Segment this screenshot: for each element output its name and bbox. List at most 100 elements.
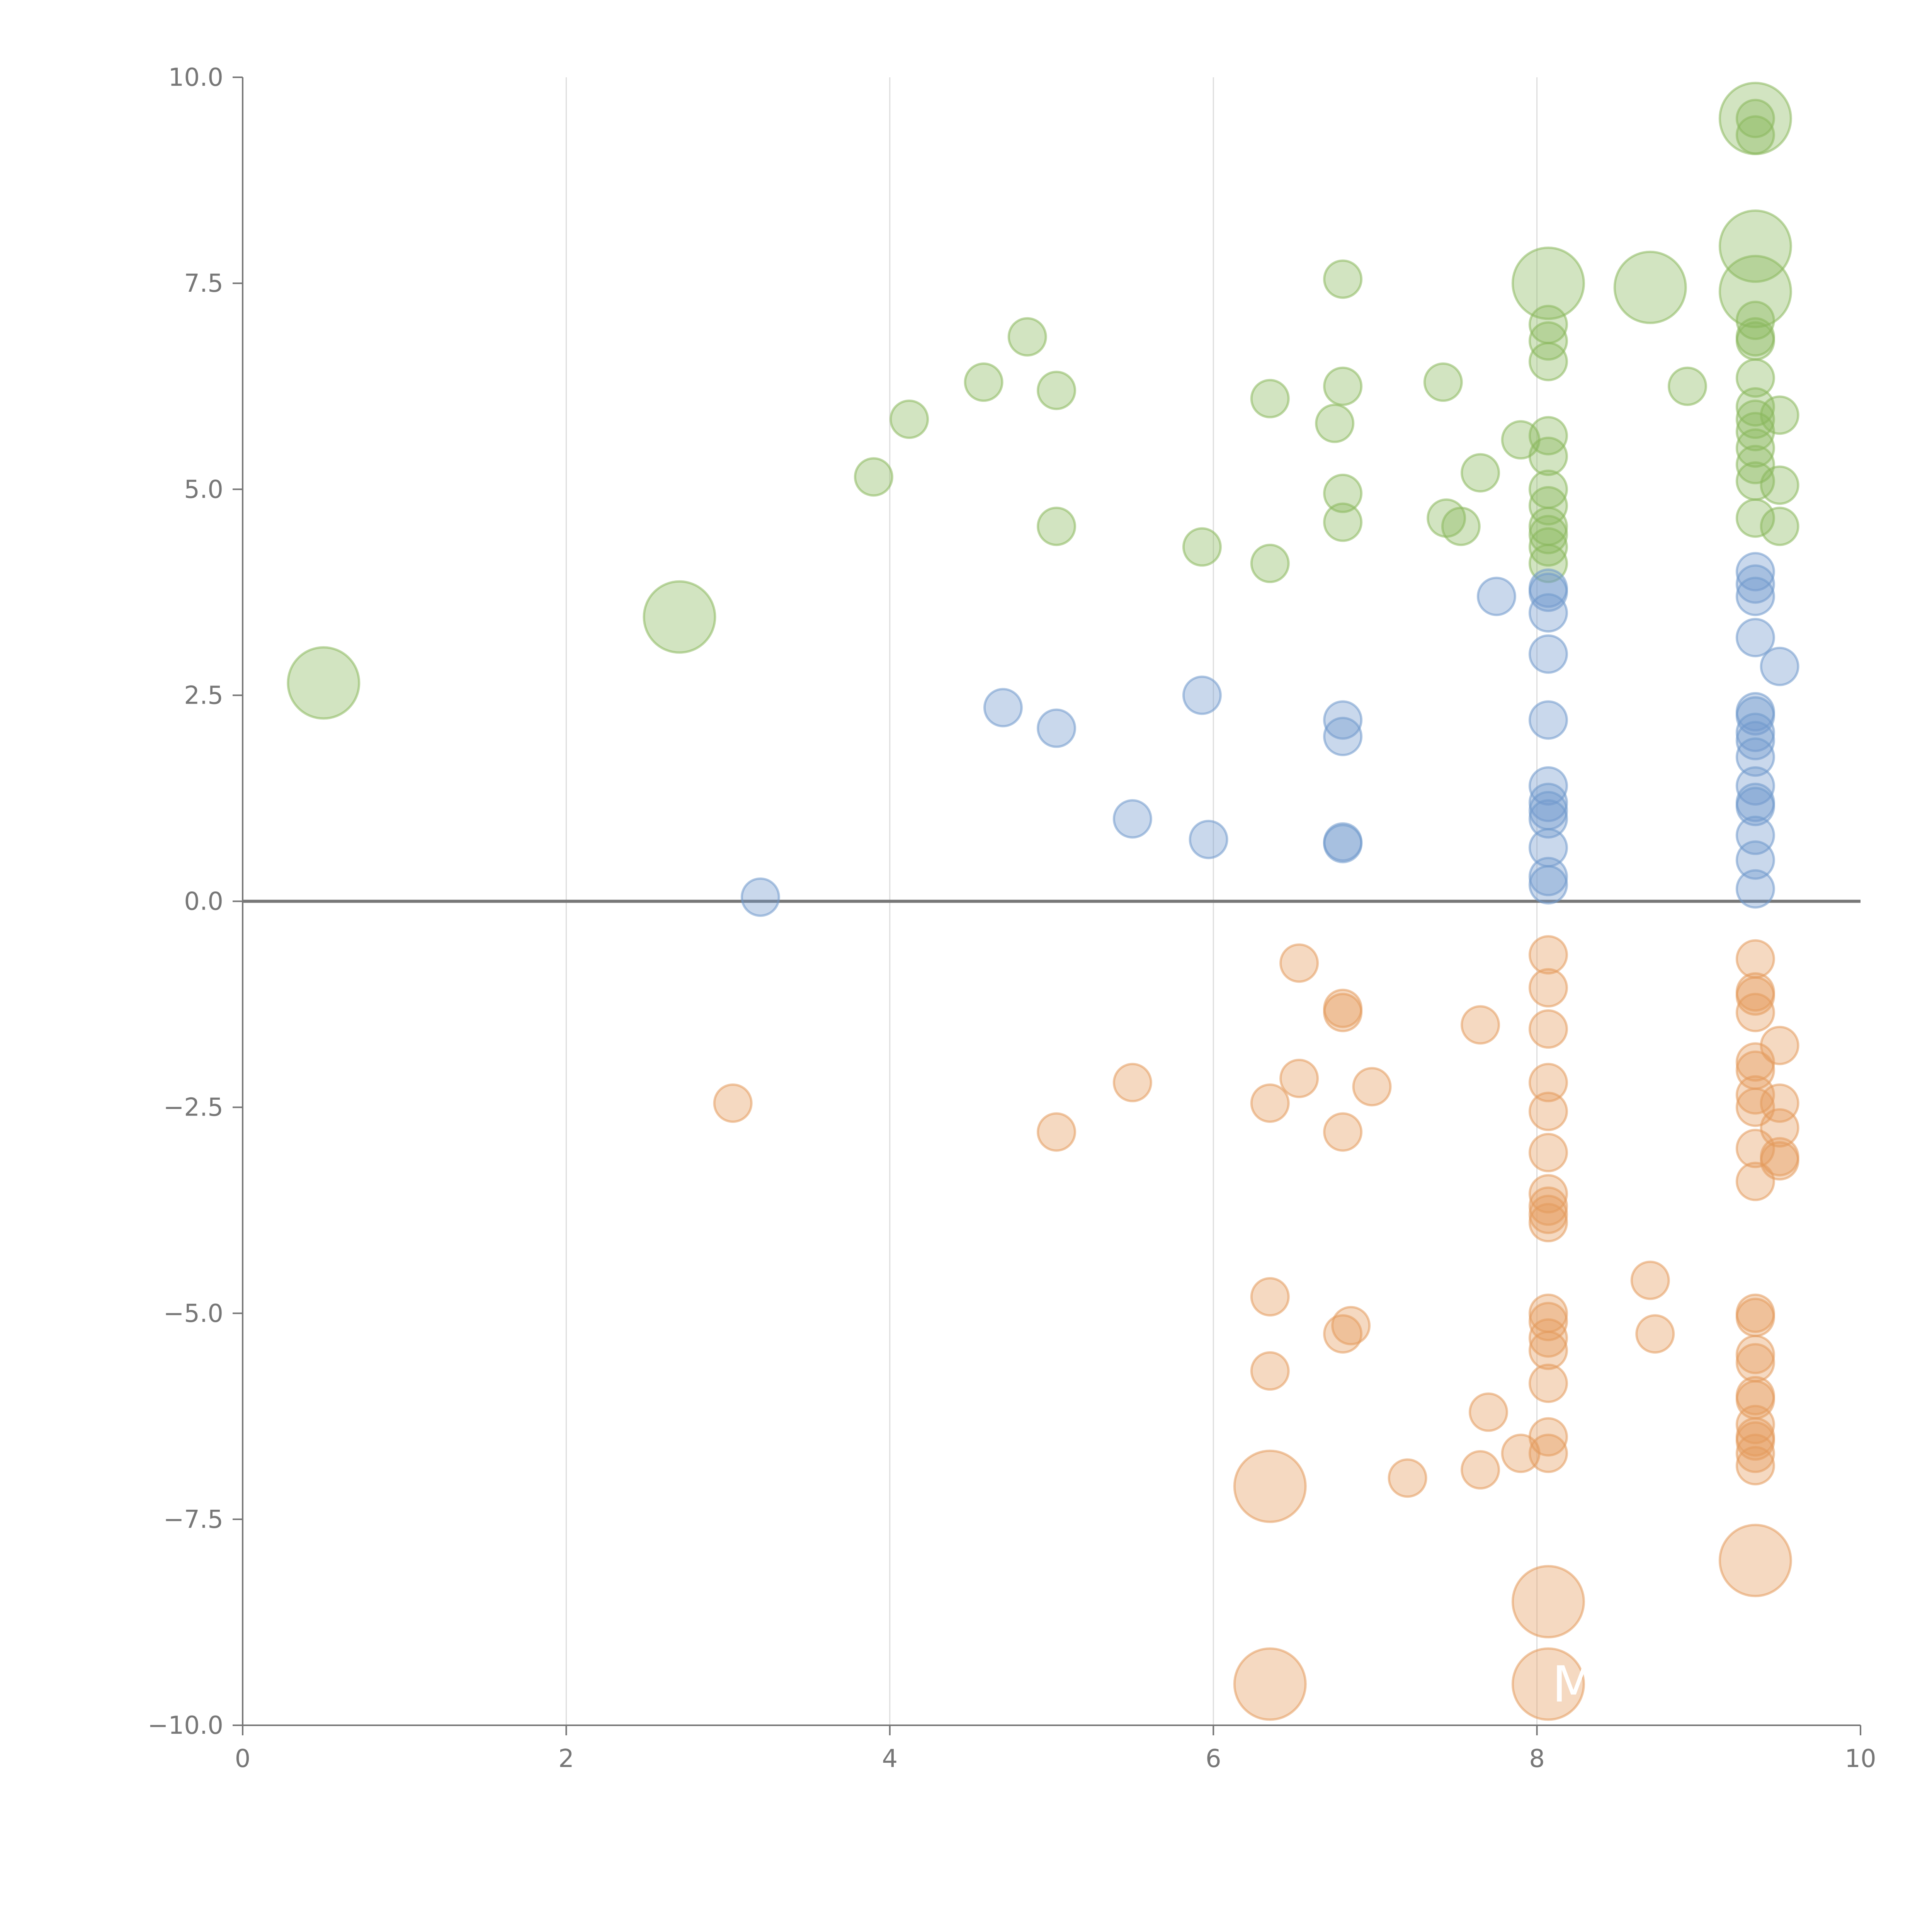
bubble-orange	[1528, 935, 1568, 975]
bubble-orange	[1718, 1524, 1792, 1597]
bubble-orange	[1323, 993, 1363, 1032]
bubble-orange	[1760, 1108, 1799, 1148]
bubble-green	[1037, 507, 1077, 546]
bubble-blue	[1323, 717, 1363, 756]
bubble-blue	[1528, 700, 1568, 740]
y-tick-label: 0.0	[184, 888, 223, 916]
x-tick-label: 6	[1206, 1745, 1221, 1773]
bubble-green	[643, 580, 716, 654]
y-tick-label: −7.5	[163, 1505, 223, 1534]
bubble-blue	[1112, 799, 1152, 839]
bubble-green	[1528, 486, 1568, 526]
bubble-orange	[1511, 1647, 1585, 1721]
bubble-orange	[1528, 1009, 1568, 1049]
bubble-blue	[1760, 646, 1799, 686]
bubble-orange	[1528, 1133, 1568, 1172]
bubble-green	[1613, 250, 1687, 324]
bubble-green	[1511, 247, 1585, 320]
bubble-green	[1760, 507, 1799, 546]
bubble-blue	[1323, 700, 1363, 740]
y-tick-label: −5.0	[163, 1299, 223, 1328]
bubble-blue	[1735, 766, 1775, 806]
bubble-orange	[1233, 1449, 1307, 1523]
bubble-orange	[1250, 1277, 1290, 1317]
bubble-green	[1735, 358, 1775, 398]
bubble-blue	[1182, 675, 1222, 715]
bubble-orange	[1735, 1343, 1775, 1383]
bubble-green	[1007, 317, 1047, 357]
bubbles	[287, 82, 1799, 1721]
bubble-orange	[1528, 1174, 1568, 1214]
bubble-blue	[1735, 787, 1775, 827]
bubble-blue	[1528, 865, 1568, 905]
bubble-orange	[1735, 1298, 1775, 1337]
bubble-blue	[1735, 577, 1775, 616]
x-tick-label: 0	[235, 1745, 251, 1773]
bubble-orange	[1630, 1260, 1670, 1300]
bubble-blue	[1528, 634, 1568, 674]
bubble-blue	[1735, 869, 1775, 909]
bubble-orange	[1735, 993, 1775, 1032]
annotations: M	[1552, 1656, 1595, 1713]
bubble-green	[1735, 115, 1775, 155]
bubble-green	[1528, 342, 1568, 381]
bubble-green	[1182, 527, 1222, 567]
y-tick-label: 2.5	[184, 681, 223, 710]
bubble-blue	[1528, 572, 1568, 612]
x-tick-label: 10	[1845, 1745, 1876, 1773]
bubble-blue	[1323, 824, 1363, 864]
bubble-orange	[1037, 1112, 1077, 1152]
bubble-blue	[1528, 857, 1568, 896]
axes	[242, 77, 1861, 1726]
bubble-green	[1760, 465, 1799, 505]
bubble-green	[1735, 498, 1775, 538]
bubble-green	[1461, 453, 1500, 493]
y-tick-label: −10.0	[148, 1711, 223, 1740]
x-tick-label: 8	[1529, 1745, 1545, 1773]
y-tick-label: 10.0	[168, 63, 224, 92]
bubble-orange	[713, 1083, 753, 1123]
bubble-green	[1735, 399, 1775, 439]
bubble-green	[889, 399, 929, 439]
bubble-green	[1423, 362, 1463, 402]
bubble-orange	[1760, 1141, 1799, 1181]
bubble-orange	[1735, 976, 1775, 1016]
bubble-blue	[1528, 782, 1568, 822]
bubble-blue	[1735, 564, 1775, 604]
bubble-orange	[1468, 1392, 1508, 1432]
bubble-green	[1718, 209, 1792, 283]
bubble-green	[1735, 321, 1775, 361]
bubble-annotation-label: M	[1552, 1656, 1595, 1713]
bubble-orange	[1735, 1405, 1775, 1444]
bubble-blue	[1189, 820, 1228, 859]
bubble-green	[1528, 515, 1568, 554]
bubble-green	[1323, 502, 1363, 542]
bubble-orange	[1331, 1306, 1371, 1345]
bubble-orange	[1528, 1318, 1568, 1358]
bubble-orange	[1528, 1063, 1568, 1102]
bubble-green	[1528, 436, 1568, 476]
bubble-blue	[1735, 618, 1775, 658]
bubble-orange	[1511, 1565, 1585, 1639]
bubble-green	[1718, 255, 1792, 328]
bubble-green	[854, 457, 893, 497]
bubble-orange	[1461, 1005, 1500, 1045]
bubble-blue	[1735, 721, 1775, 760]
bubble-green	[1441, 507, 1481, 546]
bubble-green	[287, 646, 361, 720]
bubble-orange	[1279, 1058, 1319, 1098]
bubble-orange	[1528, 1194, 1568, 1234]
bubble-green	[1315, 403, 1355, 443]
tick-labels: 0 2 4 6 8 10 10.0 7.5 5.0 2.5 0.0 −2.5 −5.0 −7.5 −10.0	[148, 63, 1876, 1773]
bubble-orange	[1735, 1075, 1775, 1115]
bubble-orange	[1528, 1092, 1568, 1131]
bubble-orange	[1735, 939, 1775, 979]
bubble-green	[1250, 544, 1290, 583]
bubble-orange	[1528, 1302, 1568, 1342]
bubble-orange	[1279, 943, 1319, 983]
bubble-blue	[1528, 593, 1568, 633]
bubble-blue	[1037, 708, 1077, 748]
bubble-green	[1323, 473, 1363, 513]
bubble-green	[1323, 259, 1363, 299]
bubble-orange	[1250, 1083, 1290, 1123]
